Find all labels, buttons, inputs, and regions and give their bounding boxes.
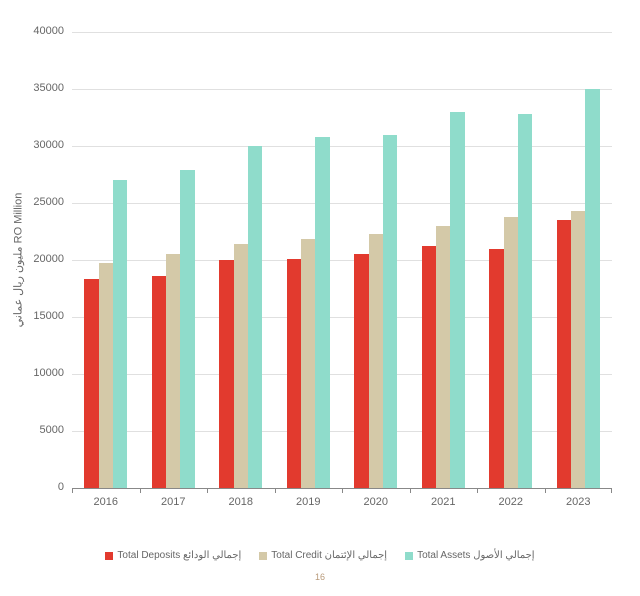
y-tick-label: 0 [0,481,64,493]
bar-deposits [422,246,436,488]
x-tick-label: 2020 [342,496,410,508]
bar-assets [180,170,194,488]
x-tick-label: 2021 [410,496,478,508]
bar-assets [383,135,397,488]
bar-assets [248,146,262,488]
page-number: 16 [0,572,640,582]
bar-deposits [287,259,301,488]
bar-deposits [219,260,233,488]
y-tick-label: 40000 [0,25,64,37]
legend-swatch [405,552,413,560]
gridline [72,89,612,90]
bar-credit [301,239,315,488]
chart-container: مليون ريال عماني RO Million 050001000015… [0,0,640,596]
x-tick-label: 2023 [545,496,613,508]
x-tick-label: 2017 [140,496,208,508]
bar-deposits [84,279,98,488]
legend-label: Total Credit إجمالي الإئتمان [271,550,387,561]
y-tick-label: 30000 [0,139,64,151]
gridline [72,32,612,33]
bar-credit [234,244,248,488]
bar-assets [585,89,599,488]
legend: Total Deposits إجمالي الودائع Total Credi… [0,550,640,561]
legend-swatch [105,552,113,560]
y-tick-label: 15000 [0,310,64,322]
bar-assets [450,112,464,488]
bar-deposits [354,254,368,488]
bar-credit [436,226,450,488]
y-tick-label: 20000 [0,253,64,265]
x-axis-line [72,488,612,489]
y-tick-label: 35000 [0,82,64,94]
bar-deposits [489,249,503,488]
x-tick-label: 2019 [275,496,343,508]
legend-label: Total Assets إجمالي الأصول [417,550,535,561]
legend-item-deposits: Total Deposits إجمالي الودائع [105,550,241,561]
legend-label: Total Deposits إجمالي الودائع [117,550,241,561]
y-tick-label: 25000 [0,196,64,208]
bar-assets [315,137,329,488]
bar-deposits [557,220,571,488]
bar-credit [369,234,383,488]
bar-credit [504,217,518,488]
y-tick-label: 5000 [0,424,64,436]
bar-assets [518,114,532,488]
bar-assets [113,180,127,488]
bar-credit [571,211,585,488]
bar-deposits [152,276,166,488]
x-tick-label: 2022 [477,496,545,508]
legend-swatch [259,552,267,560]
x-tick-label: 2016 [72,496,140,508]
x-tick-label: 2018 [207,496,275,508]
legend-item-assets: Total Assets إجمالي الأصول [405,550,535,561]
legend-item-credit: Total Credit إجمالي الإئتمان [259,550,387,561]
y-tick-label: 10000 [0,367,64,379]
bar-credit [99,263,113,488]
bar-credit [166,254,180,488]
